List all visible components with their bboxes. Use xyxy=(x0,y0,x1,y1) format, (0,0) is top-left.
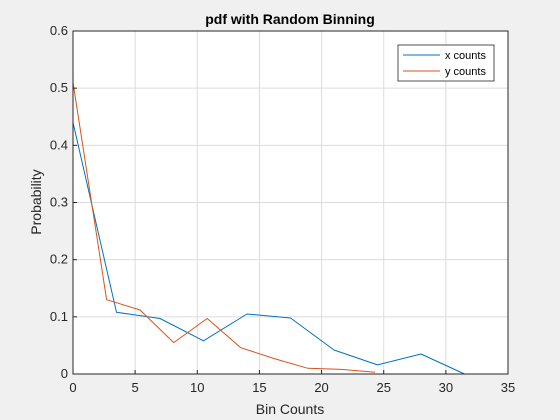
y-axis-label: Probability xyxy=(28,169,44,234)
y-tick-label: 0 xyxy=(61,366,68,381)
x-tick-label: 5 xyxy=(132,380,139,395)
x-axis-label: Bin Counts xyxy=(256,401,324,417)
y-tick-label: 0.4 xyxy=(50,137,68,152)
chart-title: pdf with Random Binning xyxy=(205,11,375,27)
y-tick-label: 0.2 xyxy=(50,252,68,267)
y-tick-label: 0.3 xyxy=(50,195,68,210)
x-tick-label: 0 xyxy=(69,380,76,395)
legend: x counts y counts xyxy=(398,45,494,81)
y-tick-label: 0.6 xyxy=(50,23,68,38)
y-tick-label: 0.1 xyxy=(50,309,68,324)
legend-label-x-counts: x counts xyxy=(445,50,486,62)
x-tick-label: 25 xyxy=(376,380,390,395)
x-tick-label: 15 xyxy=(252,380,266,395)
x-tick-label: 35 xyxy=(501,380,515,395)
x-tick-label: 30 xyxy=(439,380,453,395)
legend-label-y-counts: y counts xyxy=(445,66,486,78)
x-tick-label: 10 xyxy=(190,380,204,395)
x-tick-label: 20 xyxy=(314,380,328,395)
y-tick-label: 0.5 xyxy=(50,80,68,95)
